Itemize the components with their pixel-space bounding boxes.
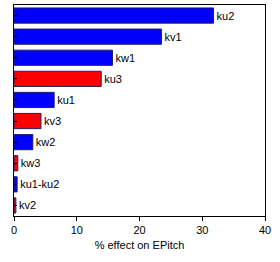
svg-text:10: 10 (71, 224, 83, 236)
svg-text:kw3: kw3 (21, 157, 41, 169)
svg-text:ku2: ku2 (217, 10, 235, 22)
svg-text:0: 0 (11, 224, 17, 236)
svg-text:ku1: ku1 (57, 94, 75, 106)
svg-text:40: 40 (259, 224, 271, 236)
svg-text:kv2: kv2 (19, 199, 36, 211)
svg-text:kv1: kv1 (164, 31, 181, 43)
svg-text:kw2: kw2 (36, 136, 56, 148)
svg-text:% effect on EPitch: % effect on EPitch (95, 239, 185, 251)
svg-text:kw1: kw1 (116, 52, 136, 64)
svg-text:ku3: ku3 (104, 73, 122, 85)
svg-text:ku1-ku2: ku1-ku2 (20, 178, 59, 190)
svg-text:30: 30 (196, 224, 208, 236)
svg-text:kv3: kv3 (44, 115, 61, 127)
svg-text:20: 20 (133, 224, 145, 236)
